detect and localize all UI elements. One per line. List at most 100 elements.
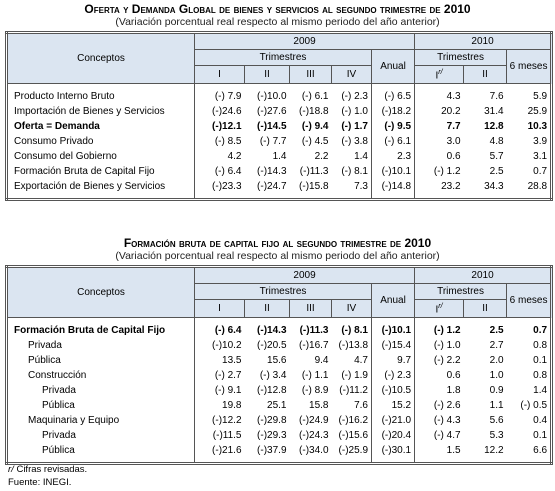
cell-value: (-)16.2 [338, 414, 368, 426]
cell-value: (-)20.5 [257, 339, 287, 351]
cell-value: 28.8 [527, 180, 548, 192]
cell-value: (-)24.3 [299, 429, 329, 441]
cell-value: 0.9 [489, 384, 504, 396]
cell-value: (-)21.0 [370, 413, 415, 429]
cell-value: 4.3 [414, 83, 464, 105]
cell-value: 1.8 [414, 383, 464, 399]
cell-value: 2.5 [489, 165, 504, 177]
cell-value: (-) 3.4 [259, 369, 287, 381]
section-2: Formación bruta de capital fijo al segun… [5, 236, 554, 466]
header-row: I II III IV Ir/II [7, 298, 552, 319]
row-label: Consumo del Gobierno [14, 150, 117, 162]
cell-value: 2.2 [314, 150, 329, 162]
cell-value: (-) 2.7 [194, 368, 245, 384]
header-cell: Trimestres [194, 49, 372, 66]
cell-value: (-)34.0 [299, 444, 329, 456]
cell-value: (-) 2.2 [414, 353, 464, 369]
footnote-text: Cifras revisadas. [16, 464, 88, 475]
cell-value: (-) 3.8 [341, 135, 368, 147]
cell-value: (-)29.8 [257, 414, 287, 426]
cell-value: (-) 4.5 [301, 135, 329, 147]
header-text: I [435, 304, 439, 316]
data-table: Conceptos 2009 2010 Trimestres Anual Trimestr… [5, 265, 554, 466]
row-label: Oferta = Demanda [14, 120, 100, 132]
header-cell: 6 meses [506, 48, 553, 85]
table-row: Construcción (-) 2.7 (-) 3.4 (-) 1.1 (-) 1.9… [7, 368, 552, 384]
cell-value: 0.8 [533, 339, 548, 351]
cell-value: (-) 2.3 [370, 368, 415, 384]
cell-value: 2.7 [489, 339, 504, 351]
cell-value: (-)18.2 [370, 104, 415, 120]
cell-value: 4.7 [354, 354, 368, 366]
header-cell: IV [331, 64, 372, 85]
header-cell: Anual [370, 48, 416, 85]
cell-value: (-) 1.9 [341, 369, 368, 381]
cell-value: (-)14.8 [370, 179, 415, 200]
cell-value: (-) 1.0 [414, 338, 464, 354]
cell-value: 15.2 [370, 398, 415, 414]
header-cell: IV [331, 298, 372, 319]
table-row: Oferta = Demanda (-)12.1 (-)14.5 (-) 9.4 (-)… [7, 119, 552, 135]
header-cell: Conceptos [6, 31, 195, 85]
table-row: Privada (-) 9.1 (-)12.8 (-) 8.9 (-)11.2 (-)10… [7, 383, 552, 399]
table-row: Maquinaria y Equipo (-)12.2 (-)29.8 (-)24.9… [7, 413, 552, 429]
note-mark: r/ [438, 303, 443, 310]
cell-value: (-)37.9 [257, 444, 287, 456]
table-row: Importación de Bienes y Servicios (-)24.6… [7, 104, 552, 120]
cell-value: (-)12.2 [194, 413, 245, 429]
cell-value: 2.3 [370, 149, 415, 165]
cell-value: (-)30.1 [370, 443, 415, 464]
cell-value: (-) 7.9 [194, 83, 245, 105]
table-body: Producto Interno Bruto (-) 7.9 (-)10.0 (-) … [7, 83, 552, 200]
cell-value: 1.4 [533, 384, 548, 396]
table-row: Pública 19.8 25.1 15.8 7.6 15.2 (-) 2.6 1.1 (-) … [7, 398, 552, 414]
table-row: Pública (-)21.6 (-)37.9 (-)34.0 (-)25.9 (-)30… [7, 443, 552, 464]
cell-value: 1.4 [272, 150, 287, 162]
cell-value: (-) 1.7 [341, 120, 368, 132]
footnote: r/ Cifras revisadas. [8, 464, 87, 476]
cell-value: 0.4 [533, 414, 548, 426]
cell-value: (-)20.4 [370, 428, 415, 444]
cell-value: (-) 1.2 [414, 317, 464, 339]
note-mark: r/ [438, 69, 443, 76]
cell-value: (-) 4.7 [414, 428, 464, 444]
cell-value: 15.8 [309, 399, 329, 411]
cell-value: (-) 2.3 [341, 90, 368, 102]
table-row: Consumo Privado (-) 8.5 (-) 7.7 (-) 4.5 (-) … [7, 134, 552, 150]
cell-value: (-)10.0 [257, 90, 287, 102]
table-row: Pública 13.5 15.6 9.4 4.7 9.7 (-) 2.2 2.0 0.1 [7, 353, 552, 369]
cell-value: (-)14.5 [257, 120, 287, 132]
header-cell: 2009 [193, 32, 416, 50]
cell-value: (-)27.6 [257, 105, 287, 117]
cell-value: (-)10.1 [370, 317, 415, 339]
cell-value: (-)24.9 [299, 414, 329, 426]
cell-value: (-)15.4 [370, 338, 415, 354]
cell-value: (-) 8.9 [301, 384, 329, 396]
table-row: Formación Bruta de Capital Fijo (-) 6.4 (-… [7, 164, 552, 180]
cell-value: 0.1 [533, 429, 548, 441]
cell-value: (-)10.1 [370, 164, 415, 180]
cell-value: 7.6 [354, 399, 368, 411]
title: Formación bruta de capital fijo al segun… [123, 236, 432, 250]
row-label: Formación Bruta de Capital Fijo [14, 165, 155, 177]
title: Oferta y Demanda Global de bienes y serv… [84, 2, 471, 16]
cell-value: 23.2 [414, 179, 464, 200]
cell-value: (-) 1.2 [414, 164, 464, 180]
row-label: Maquinaria y Equipo [28, 414, 120, 426]
header-text: II [482, 302, 488, 314]
cell-value: (-)14.3 [257, 165, 287, 177]
header-cell: I [194, 64, 245, 85]
header-cell: II [463, 64, 508, 85]
cell-value: (-)16.7 [299, 339, 329, 351]
cell-value: (-) 1.1 [301, 369, 329, 381]
table-row: Consumo del Gobierno 4.2 1.4 2.2 1.4 2.3 0.6 5.… [7, 149, 552, 165]
cell-value: 4.8 [489, 135, 504, 147]
header-cell: Anual [370, 282, 416, 319]
section-1: Oferta y Demanda Global de bienes y serv… [5, 2, 554, 202]
cell-value: 5.6 [489, 414, 504, 426]
row-label: Privada [42, 384, 76, 396]
source: Fuente: INEGI. [8, 477, 72, 488]
cell-value: 20.2 [414, 104, 464, 120]
row-label: Exportación de Bienes y Servicios [14, 180, 166, 192]
cell-value: (-)25.9 [338, 444, 368, 456]
